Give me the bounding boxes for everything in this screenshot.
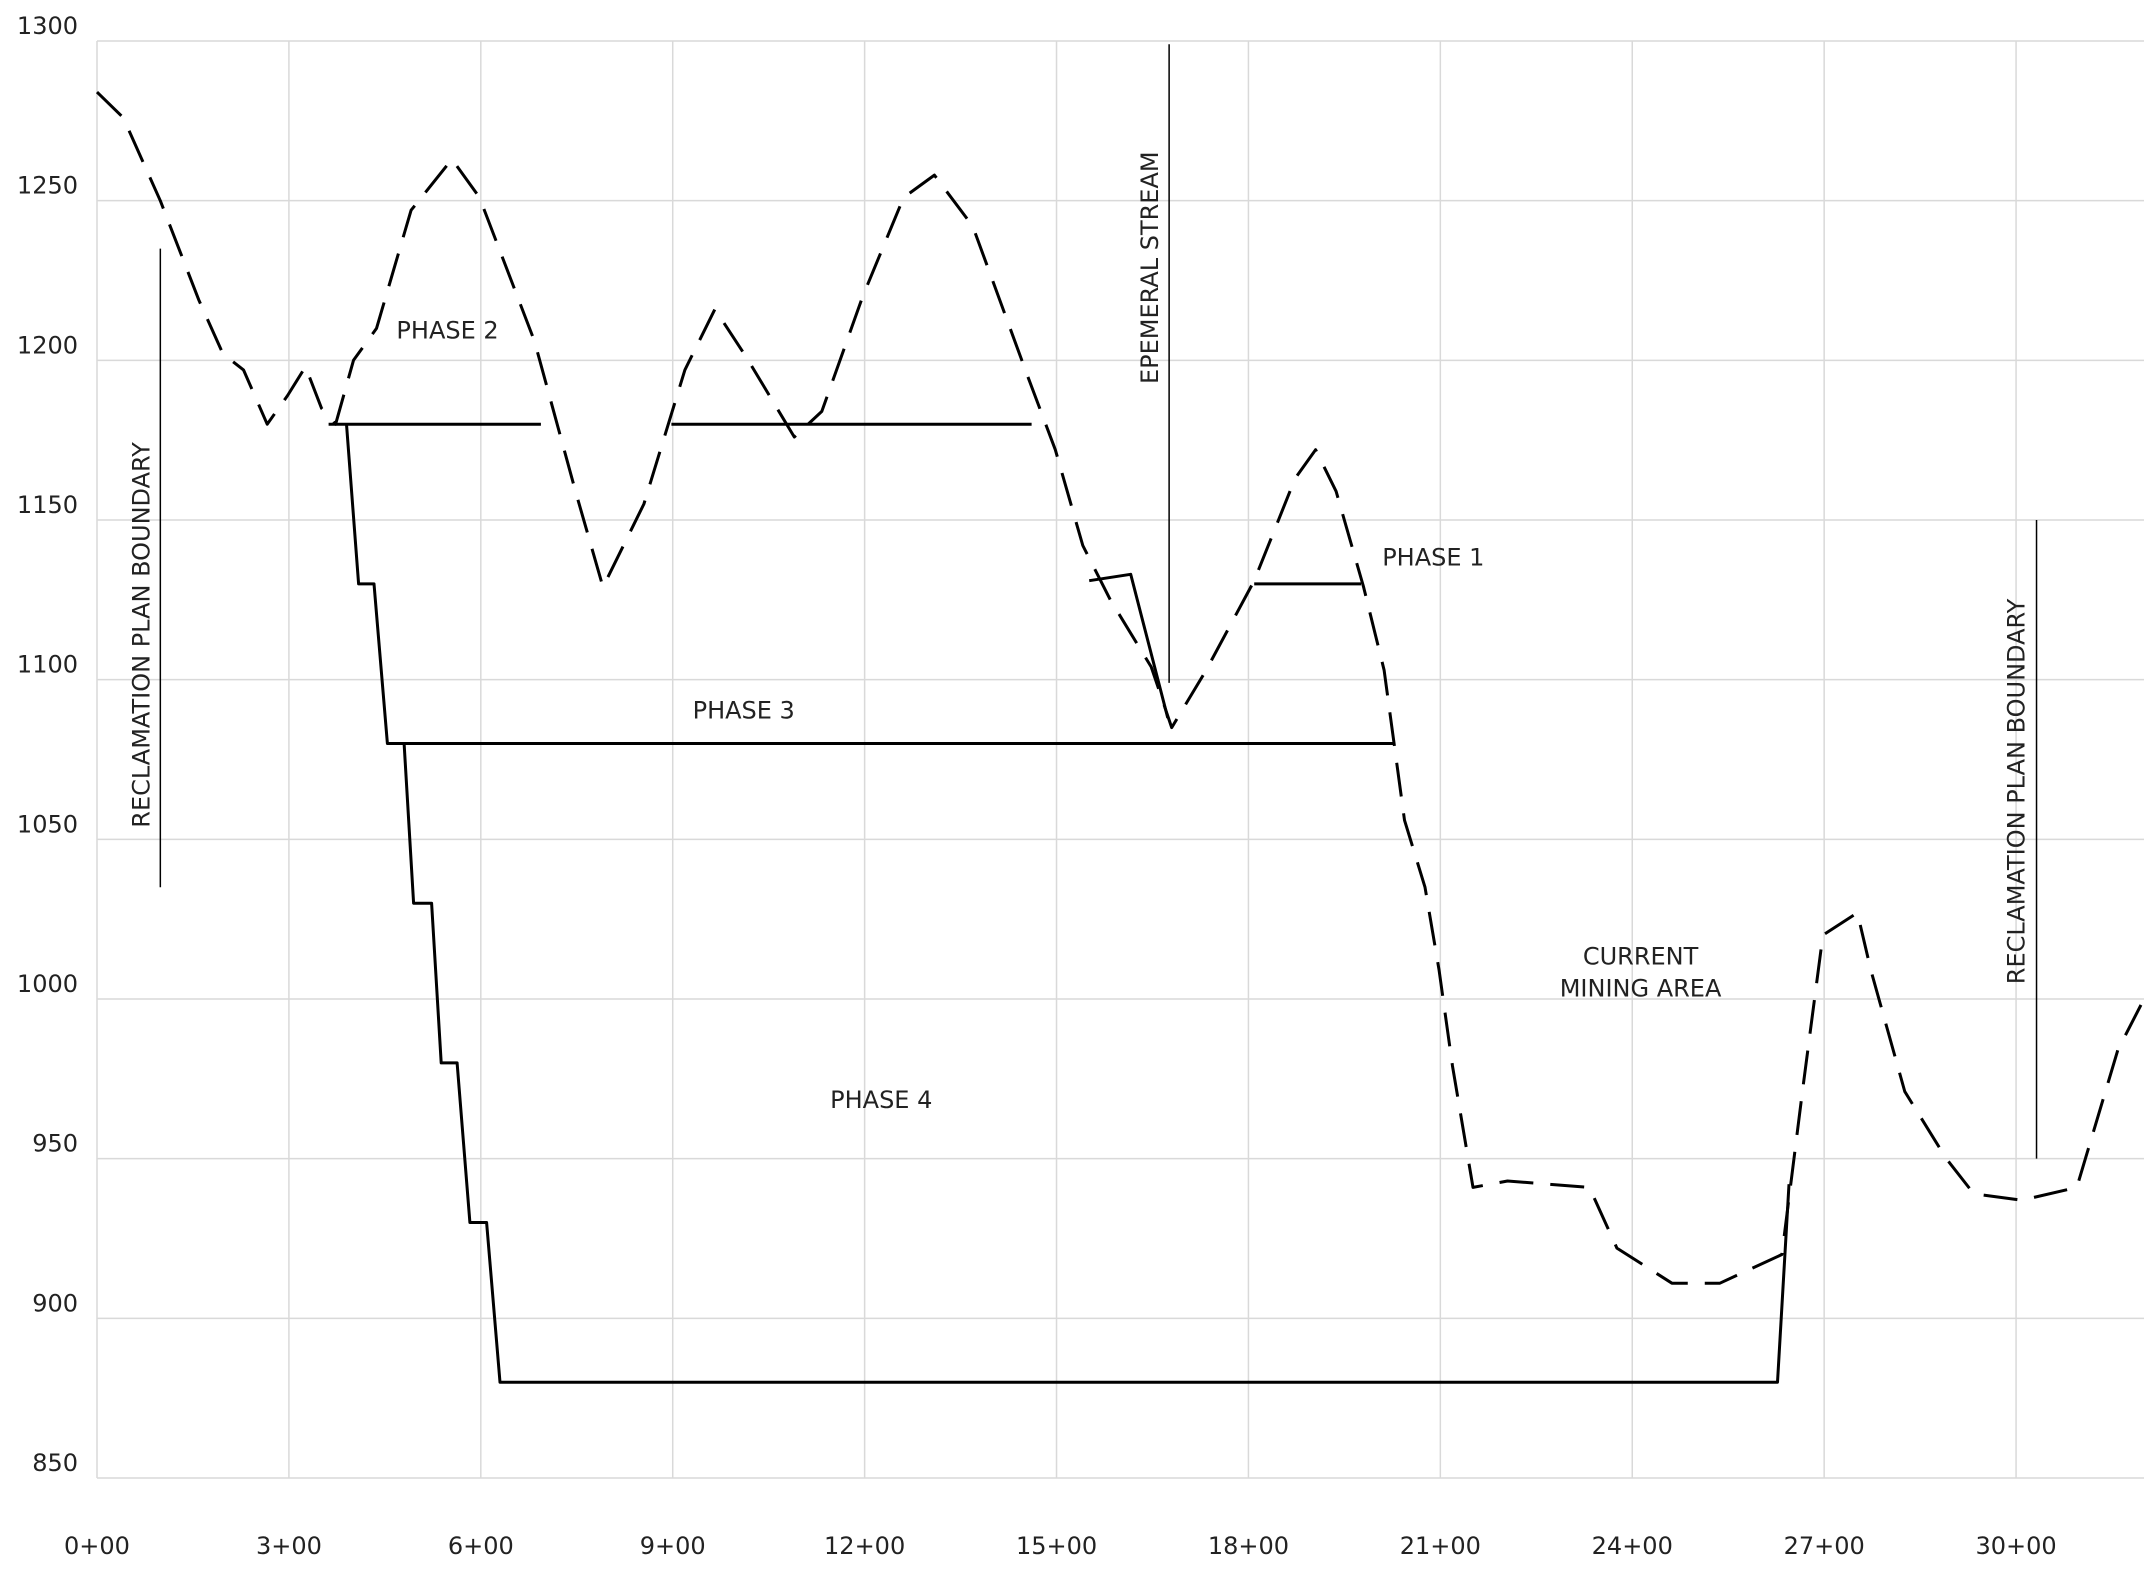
x-tick-label: 9+00 <box>640 1532 706 1560</box>
x-tick-label: 24+00 <box>1592 1532 1673 1560</box>
line-series <box>95 91 2146 1285</box>
annotation: PHASE 2 <box>396 317 498 345</box>
x-tick-label: 18+00 <box>1208 1532 1289 1560</box>
annotation: CURRENT MINING AREA <box>1560 942 1722 1002</box>
y-tick-label: 950 <box>32 1130 78 1158</box>
y-tick-label: 1000 <box>17 970 78 998</box>
y-tick-label: 850 <box>32 1449 78 1477</box>
y-tick-label: 1250 <box>17 172 78 200</box>
annotation: RECLAMATION PLAN BOUNDARY <box>2002 598 2030 984</box>
y-tick-label: 1150 <box>17 491 78 519</box>
y-tick-label: 900 <box>32 1289 78 1317</box>
annotation-text: CURRENT <box>1583 942 1699 970</box>
annotation: PHASE 1 <box>1382 543 1484 571</box>
annotation: EPEMERAL STREAM <box>1136 151 1164 384</box>
x-tick-label: 6+00 <box>448 1532 514 1560</box>
y-tick-label: 1200 <box>17 331 78 359</box>
annotation-text: MINING AREA <box>1560 974 1722 1002</box>
x-tick-label: 27+00 <box>1784 1532 1865 1560</box>
y-tick-label: 1050 <box>17 810 78 838</box>
annotation-text: PHASE 4 <box>830 1086 932 1114</box>
y-tick-label: 1300 <box>17 12 78 40</box>
annotation-text: RECLAMATION PLAN BOUNDARY <box>2002 598 2030 984</box>
annotation: RECLAMATION PLAN BOUNDARY <box>127 442 155 828</box>
x-tick-label: 3+00 <box>256 1532 322 1560</box>
x-tick-label: 21+00 <box>1400 1532 1481 1560</box>
annotation-text: EPEMERAL STREAM <box>1136 151 1164 384</box>
annotation: PHASE 4 <box>830 1086 932 1114</box>
line-series <box>328 422 1791 1384</box>
x-tick-label: 0+00 <box>64 1532 130 1560</box>
y-tick-label: 1100 <box>17 651 78 679</box>
annotation-text: PHASE 3 <box>693 697 795 725</box>
annotation-text: PHASE 2 <box>396 317 498 345</box>
x-tick-label: 30+00 <box>1975 1532 2056 1560</box>
x-tick-label: 15+00 <box>1016 1532 1097 1560</box>
x-tick-label: 12+00 <box>824 1532 905 1560</box>
annotation-text: PHASE 1 <box>1382 543 1484 571</box>
annotation: PHASE 3 <box>693 697 795 725</box>
annotation-text: RECLAMATION PLAN BOUNDARY <box>127 442 155 828</box>
